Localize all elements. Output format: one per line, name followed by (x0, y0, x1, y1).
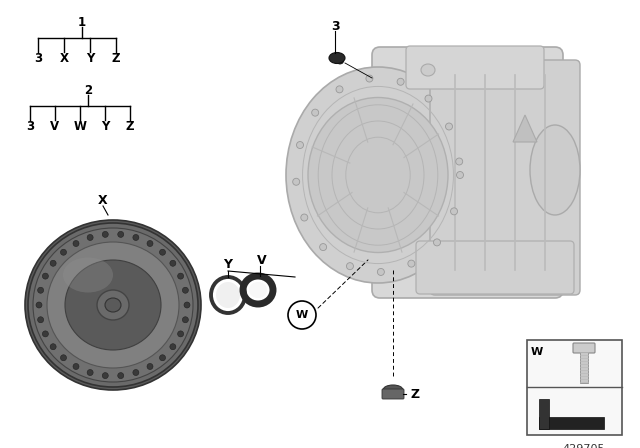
Circle shape (408, 260, 415, 267)
Ellipse shape (63, 258, 113, 293)
Circle shape (319, 244, 326, 250)
Ellipse shape (383, 385, 403, 395)
Circle shape (102, 373, 108, 379)
Circle shape (61, 249, 67, 255)
Circle shape (147, 241, 153, 246)
Text: V: V (257, 254, 267, 267)
Circle shape (159, 249, 166, 255)
Circle shape (456, 158, 463, 165)
Text: W: W (531, 347, 543, 357)
Ellipse shape (421, 64, 435, 76)
Ellipse shape (47, 242, 179, 368)
Circle shape (456, 172, 463, 178)
Polygon shape (513, 115, 537, 142)
Text: Z: Z (125, 120, 134, 133)
Ellipse shape (308, 98, 448, 253)
Circle shape (38, 317, 44, 323)
Ellipse shape (329, 52, 345, 64)
Circle shape (178, 273, 184, 279)
Circle shape (133, 370, 139, 375)
Ellipse shape (28, 223, 198, 387)
Ellipse shape (105, 298, 121, 312)
Text: 1: 1 (78, 16, 86, 29)
FancyBboxPatch shape (91, 369, 135, 385)
Circle shape (336, 86, 343, 93)
Circle shape (397, 78, 404, 85)
Text: 3: 3 (34, 52, 42, 65)
Circle shape (288, 301, 316, 329)
Ellipse shape (530, 125, 580, 215)
Circle shape (292, 178, 300, 185)
Circle shape (73, 241, 79, 246)
Circle shape (184, 302, 190, 308)
Circle shape (87, 234, 93, 241)
Circle shape (433, 239, 440, 246)
Circle shape (50, 344, 56, 350)
Circle shape (118, 373, 124, 379)
Circle shape (102, 231, 108, 237)
Circle shape (425, 95, 432, 102)
Circle shape (312, 109, 319, 116)
Ellipse shape (286, 67, 470, 283)
FancyBboxPatch shape (573, 343, 595, 353)
Circle shape (133, 234, 139, 241)
Circle shape (73, 363, 79, 370)
Text: X: X (98, 194, 108, 207)
Circle shape (445, 123, 452, 130)
FancyBboxPatch shape (382, 389, 404, 399)
Text: 3: 3 (331, 20, 339, 33)
Circle shape (42, 273, 49, 279)
Ellipse shape (249, 282, 267, 298)
Circle shape (378, 268, 385, 276)
Circle shape (170, 344, 176, 350)
Circle shape (366, 75, 373, 82)
Bar (539, 399, 549, 429)
Circle shape (178, 331, 184, 337)
Circle shape (87, 370, 93, 375)
Text: W: W (296, 310, 308, 320)
Ellipse shape (337, 58, 344, 64)
FancyBboxPatch shape (430, 60, 580, 295)
Ellipse shape (65, 260, 161, 350)
FancyBboxPatch shape (372, 47, 563, 298)
Text: W: W (74, 120, 86, 133)
Bar (539, 417, 604, 429)
Circle shape (182, 287, 188, 293)
Circle shape (451, 208, 458, 215)
Text: Z: Z (112, 52, 120, 65)
Circle shape (50, 260, 56, 266)
Circle shape (296, 142, 303, 149)
Text: Z: Z (410, 388, 420, 401)
Text: Y: Y (101, 120, 109, 133)
Circle shape (36, 302, 42, 308)
Circle shape (42, 331, 49, 337)
Ellipse shape (216, 282, 240, 308)
FancyBboxPatch shape (406, 46, 544, 89)
Ellipse shape (33, 228, 193, 382)
FancyBboxPatch shape (91, 225, 135, 241)
Circle shape (301, 214, 308, 221)
Text: V: V (51, 120, 60, 133)
Ellipse shape (97, 290, 129, 320)
Text: 3: 3 (26, 120, 34, 133)
Circle shape (61, 355, 67, 361)
Circle shape (118, 231, 124, 237)
Bar (580, 352, 588, 383)
Ellipse shape (25, 220, 201, 390)
Text: 2: 2 (84, 83, 92, 96)
Circle shape (38, 287, 44, 293)
Text: Y: Y (223, 258, 232, 271)
Circle shape (147, 363, 153, 370)
Circle shape (170, 260, 176, 266)
Bar (527, 340, 622, 435)
Text: Y: Y (86, 52, 94, 65)
Circle shape (182, 317, 188, 323)
Text: 429705: 429705 (563, 444, 605, 448)
FancyBboxPatch shape (416, 241, 574, 294)
Text: X: X (60, 52, 68, 65)
Circle shape (346, 263, 353, 270)
Circle shape (159, 355, 166, 361)
